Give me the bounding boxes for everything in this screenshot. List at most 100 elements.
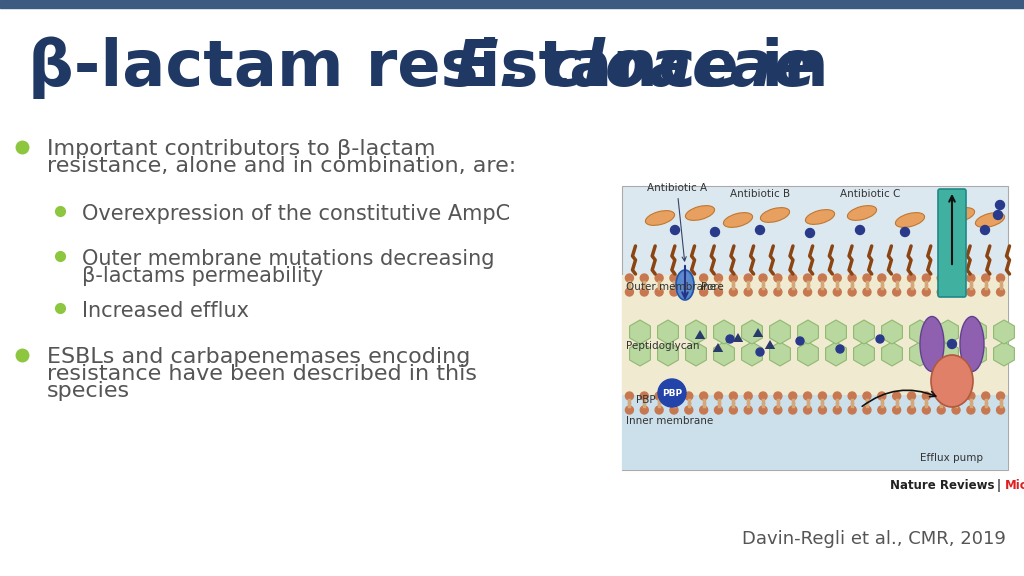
Circle shape	[729, 406, 737, 414]
Circle shape	[982, 392, 990, 400]
Circle shape	[655, 288, 664, 296]
Circle shape	[863, 274, 871, 282]
Bar	[622, 395, 1008, 470]
Circle shape	[967, 406, 975, 414]
Circle shape	[759, 406, 767, 414]
Circle shape	[711, 228, 720, 237]
Circle shape	[759, 288, 767, 296]
Circle shape	[981, 225, 989, 234]
Circle shape	[937, 274, 945, 282]
Circle shape	[640, 288, 648, 296]
Circle shape	[818, 274, 826, 282]
Text: Microbiology: Microbiology	[1005, 479, 1024, 492]
Ellipse shape	[645, 211, 675, 225]
Circle shape	[756, 348, 764, 356]
Text: Davin-Regli et al., CMR, 2019: Davin-Regli et al., CMR, 2019	[742, 530, 1006, 548]
Circle shape	[671, 225, 680, 234]
Circle shape	[640, 392, 648, 400]
Text: Efflux pump: Efflux pump	[921, 453, 983, 463]
Ellipse shape	[761, 207, 790, 222]
Circle shape	[626, 288, 634, 296]
Circle shape	[729, 274, 737, 282]
Circle shape	[995, 200, 1005, 210]
Circle shape	[937, 406, 945, 414]
Text: Outer membrane: Outer membrane	[626, 282, 716, 292]
Text: E. cloacae: E. cloacae	[455, 37, 816, 99]
Circle shape	[715, 274, 723, 282]
Text: resistance have been described in this: resistance have been described in this	[47, 364, 477, 384]
Circle shape	[804, 392, 812, 400]
Circle shape	[878, 288, 886, 296]
Circle shape	[729, 392, 737, 400]
Circle shape	[818, 406, 826, 414]
Circle shape	[626, 274, 634, 282]
Circle shape	[907, 392, 915, 400]
Circle shape	[670, 274, 678, 282]
Circle shape	[878, 392, 886, 400]
Circle shape	[952, 392, 961, 400]
Circle shape	[715, 392, 723, 400]
Circle shape	[893, 392, 901, 400]
Circle shape	[759, 274, 767, 282]
Circle shape	[699, 406, 708, 414]
Circle shape	[993, 210, 1002, 219]
Circle shape	[788, 406, 797, 414]
Circle shape	[893, 274, 901, 282]
Circle shape	[699, 288, 708, 296]
Text: resistance, alone and in combination, are:: resistance, alone and in combination, ar…	[47, 156, 516, 176]
Circle shape	[655, 274, 664, 282]
Circle shape	[774, 406, 782, 414]
Ellipse shape	[961, 316, 984, 372]
Ellipse shape	[806, 210, 835, 225]
Circle shape	[744, 274, 753, 282]
Circle shape	[774, 274, 782, 282]
Circle shape	[982, 274, 990, 282]
Circle shape	[952, 406, 961, 414]
Ellipse shape	[931, 355, 973, 407]
Ellipse shape	[945, 207, 975, 222]
Ellipse shape	[723, 213, 753, 228]
Ellipse shape	[920, 316, 944, 372]
Circle shape	[945, 223, 954, 233]
Circle shape	[967, 288, 975, 296]
Circle shape	[682, 274, 688, 281]
Text: Antibiotic C: Antibiotic C	[840, 189, 900, 199]
Circle shape	[626, 392, 634, 400]
Circle shape	[699, 274, 708, 282]
Text: Antibiotic B: Antibiotic B	[730, 189, 791, 199]
Circle shape	[967, 392, 975, 400]
Text: species: species	[47, 381, 130, 401]
Ellipse shape	[848, 206, 877, 221]
Circle shape	[878, 406, 886, 414]
Circle shape	[685, 288, 693, 296]
Circle shape	[952, 288, 961, 296]
Circle shape	[804, 288, 812, 296]
Circle shape	[655, 392, 664, 400]
Circle shape	[863, 406, 871, 414]
Text: ESBLs and carbapenemases encoding: ESBLs and carbapenemases encoding	[47, 347, 470, 367]
Circle shape	[967, 274, 975, 282]
Circle shape	[900, 228, 909, 237]
Text: PBP: PBP	[636, 395, 656, 405]
Circle shape	[626, 406, 634, 414]
Circle shape	[923, 392, 931, 400]
Circle shape	[670, 406, 678, 414]
Bar	[622, 186, 1008, 470]
Text: β-lactams permeability: β-lactams permeability	[82, 266, 324, 286]
Circle shape	[729, 288, 737, 296]
Circle shape	[670, 392, 678, 400]
Circle shape	[855, 225, 864, 234]
Circle shape	[923, 274, 931, 282]
Circle shape	[744, 288, 753, 296]
Circle shape	[774, 288, 782, 296]
Circle shape	[848, 274, 856, 282]
Circle shape	[878, 274, 886, 282]
Text: Inner membrane: Inner membrane	[626, 416, 714, 426]
Circle shape	[907, 274, 915, 282]
Text: PBP: PBP	[662, 388, 682, 397]
Ellipse shape	[976, 213, 1005, 228]
FancyBboxPatch shape	[938, 189, 966, 297]
Circle shape	[863, 288, 871, 296]
Circle shape	[907, 288, 915, 296]
Circle shape	[818, 288, 826, 296]
